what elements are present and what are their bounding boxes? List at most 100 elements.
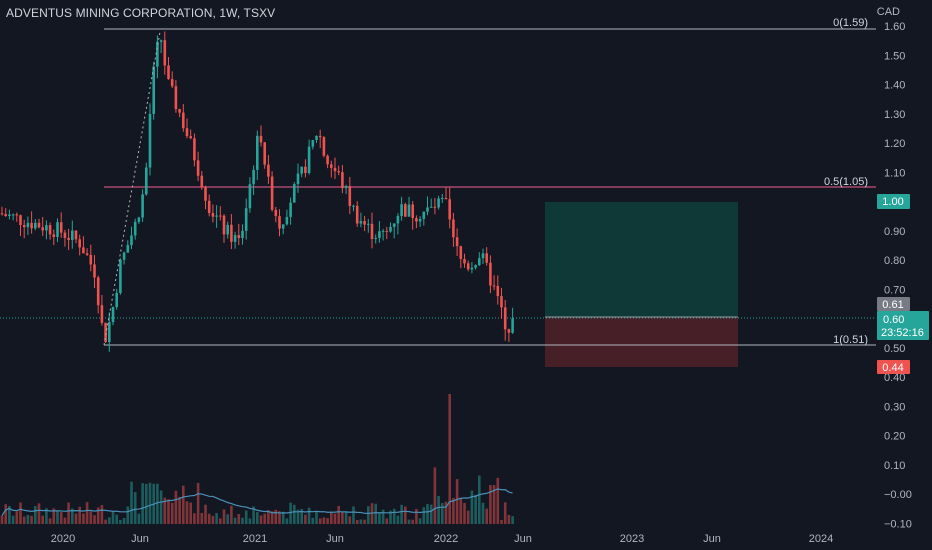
candle-body: [359, 221, 363, 224]
target-badge: 1.00: [877, 194, 910, 209]
candle-body: [185, 128, 189, 137]
candle-body: [311, 140, 315, 147]
candle-body: [241, 230, 244, 238]
candle-body: [148, 113, 152, 168]
volume-bar: [215, 513, 218, 524]
candle-body: [485, 253, 488, 263]
volume-bar: [207, 513, 211, 524]
volume-bar: [204, 504, 207, 524]
price-tick-label: 0.40: [884, 372, 905, 384]
candle-body: [67, 237, 70, 240]
volume-bar: [71, 508, 74, 524]
candle-body: [481, 253, 485, 259]
candle-body: [437, 198, 440, 208]
candle-body: [200, 175, 204, 188]
volume-bar: [363, 519, 366, 524]
candle-body: [474, 265, 477, 268]
candle-body: [182, 112, 185, 129]
volume-bar: [433, 467, 437, 524]
candle-body: [189, 136, 192, 139]
candle-body: [37, 222, 41, 228]
candle-body: [230, 224, 233, 242]
volume-bar: [378, 513, 381, 524]
candle-body: [96, 277, 100, 306]
volume-bar: [404, 506, 407, 524]
candle-body: [108, 322, 111, 343]
price-tick-label: 0.50: [884, 343, 905, 355]
candle-body: [433, 206, 437, 208]
candle-body: [252, 169, 255, 185]
candle-body: [78, 239, 81, 248]
time-axis[interactable]: 2020 Jun 2021 Jun 2022 Jun 2023 Jun 2024: [51, 533, 833, 545]
price-tick-label: 1.50: [884, 50, 905, 62]
volume-bar: [182, 485, 185, 524]
volume-bar: [185, 501, 189, 524]
candle-body: [415, 218, 418, 222]
price-axis[interactable]: 1.60 1.50 1.40 1.30 1.20 1.10 1.00 0.90 0.80 0.70…: [884, 21, 912, 530]
candle-body: [178, 109, 181, 113]
candle-body: [322, 137, 326, 156]
volume-bar: [0, 515, 4, 524]
candle-body: [115, 292, 118, 308]
volume-bar: [82, 513, 85, 524]
fib-label-0: 0(1.59): [833, 17, 868, 29]
candle-body: [22, 225, 26, 228]
candle-body: [30, 222, 33, 229]
candle-body: [507, 329, 511, 333]
candle-body: [385, 230, 389, 232]
candle-body: [426, 207, 429, 212]
candle-body: [193, 138, 196, 161]
price-tick-label: 1.30: [884, 109, 905, 121]
volume-bar: [489, 484, 492, 524]
volume-bar: [145, 483, 148, 524]
volume-bar: [385, 518, 389, 524]
candle-body: [48, 225, 52, 235]
volume-bar: [396, 515, 400, 524]
candle-body: [274, 209, 278, 217]
candle-body: [45, 225, 48, 231]
volume-bar: [411, 519, 414, 524]
candle-body: [263, 142, 266, 165]
svg-text:0.60: 0.60: [883, 314, 904, 326]
time-tick-label: Jun: [514, 533, 532, 545]
profit-zone[interactable]: [545, 202, 738, 317]
volume-bar: [452, 498, 455, 524]
time-tick-label: 2021: [243, 533, 267, 545]
volume-bar: [63, 517, 67, 524]
price-tick-label: 1.60: [884, 21, 905, 33]
volume-bar: [156, 483, 159, 524]
volume-bar: [500, 519, 503, 524]
price-tick-label: 0.80: [884, 255, 905, 267]
volume-bar: [444, 501, 448, 524]
candle-body: [215, 215, 218, 217]
candle-body: [85, 253, 89, 255]
candles[interactable]: [0, 31, 514, 352]
candle-body: [478, 258, 481, 266]
candle-body: [163, 40, 167, 66]
volume-bar: [511, 516, 514, 524]
candle-body: [300, 166, 303, 174]
volume-bar: [230, 505, 233, 524]
volume-bar: [307, 507, 311, 524]
candle-body: [130, 235, 133, 246]
candle-body: [170, 79, 174, 87]
price-tick-label: 0.20: [884, 431, 905, 443]
fib-connector: [103, 31, 161, 346]
candle-body: [145, 167, 148, 195]
volume-bar: [211, 515, 215, 524]
candle-body: [34, 222, 37, 229]
price-tick-label: 0.90: [884, 226, 905, 238]
candle-body: [41, 227, 44, 231]
price-tick-label: 0.30: [884, 401, 905, 413]
candle-body: [459, 246, 463, 259]
volume-bar: [22, 516, 26, 524]
volume-bar: [355, 519, 359, 524]
candle-body: [278, 216, 281, 229]
loss-zone[interactable]: [545, 317, 738, 367]
volume-bar: [418, 518, 422, 524]
volume-bar: [119, 519, 122, 524]
candle-body: [285, 216, 289, 225]
candle-body: [352, 205, 355, 207]
candle-body: [492, 285, 496, 287]
